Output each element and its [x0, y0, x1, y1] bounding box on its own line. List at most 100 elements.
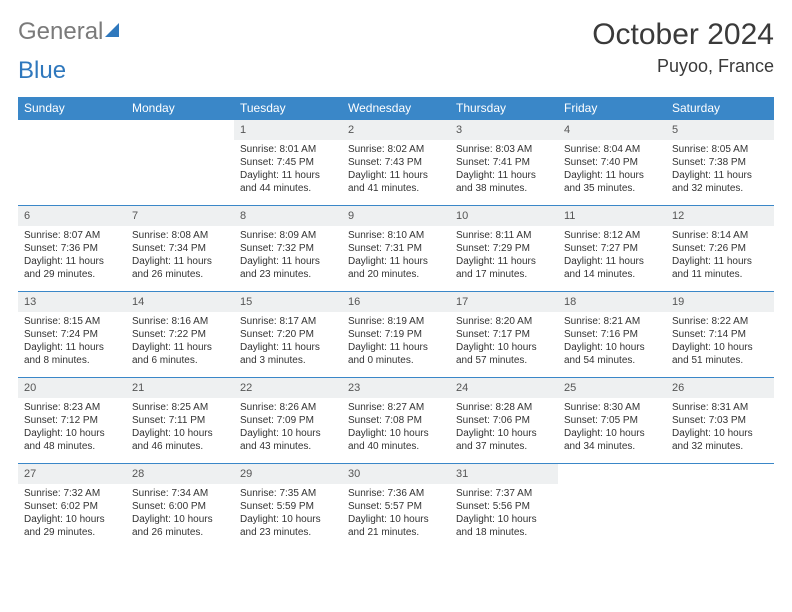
dow-monday: Monday [126, 97, 234, 120]
sunrise-text: Sunrise: 8:23 AM [24, 401, 120, 414]
calendar-cell: 4Sunrise: 8:04 AMSunset: 7:40 PMDaylight… [558, 120, 666, 206]
daylight-text: Daylight: 11 hours and 38 minutes. [456, 169, 552, 195]
daylight-text: Daylight: 10 hours and 40 minutes. [348, 427, 444, 453]
calendar-cell: 20Sunrise: 8:23 AMSunset: 7:12 PMDayligh… [18, 378, 126, 464]
day-text: Sunrise: 8:26 AMSunset: 7:09 PMDaylight:… [234, 398, 342, 457]
sunrise-text: Sunrise: 7:36 AM [348, 487, 444, 500]
calendar-cell: 22Sunrise: 8:26 AMSunset: 7:09 PMDayligh… [234, 378, 342, 464]
daylight-text: Daylight: 10 hours and 51 minutes. [672, 341, 768, 367]
calendar-cell: 15Sunrise: 8:17 AMSunset: 7:20 PMDayligh… [234, 292, 342, 378]
sunrise-text: Sunrise: 8:15 AM [24, 315, 120, 328]
daylight-text: Daylight: 10 hours and 46 minutes. [132, 427, 228, 453]
calendar-cell: 6Sunrise: 8:07 AMSunset: 7:36 PMDaylight… [18, 206, 126, 292]
sunrise-text: Sunrise: 8:28 AM [456, 401, 552, 414]
day-text: Sunrise: 8:05 AMSunset: 7:38 PMDaylight:… [666, 140, 774, 199]
brand-triangle-icon [105, 23, 119, 37]
brand-logo: General [18, 18, 119, 46]
daylight-text: Daylight: 11 hours and 6 minutes. [132, 341, 228, 367]
day-text: Sunrise: 8:15 AMSunset: 7:24 PMDaylight:… [18, 312, 126, 371]
sunset-text: Sunset: 7:43 PM [348, 156, 444, 169]
day-number: 23 [342, 378, 450, 398]
dow-thursday: Thursday [450, 97, 558, 120]
daylight-text: Daylight: 10 hours and 32 minutes. [672, 427, 768, 453]
sunset-text: Sunset: 7:32 PM [240, 242, 336, 255]
calendar-cell: 11Sunrise: 8:12 AMSunset: 7:27 PMDayligh… [558, 206, 666, 292]
sunrise-text: Sunrise: 8:09 AM [240, 229, 336, 242]
sunrise-text: Sunrise: 8:08 AM [132, 229, 228, 242]
calendar-cell [126, 120, 234, 206]
day-text: Sunrise: 7:35 AMSunset: 5:59 PMDaylight:… [234, 484, 342, 543]
calendar-cell: 30Sunrise: 7:36 AMSunset: 5:57 PMDayligh… [342, 464, 450, 550]
calendar-cell: 12Sunrise: 8:14 AMSunset: 7:26 PMDayligh… [666, 206, 774, 292]
day-text: Sunrise: 8:09 AMSunset: 7:32 PMDaylight:… [234, 226, 342, 285]
calendar-cell: 7Sunrise: 8:08 AMSunset: 7:34 PMDaylight… [126, 206, 234, 292]
sunrise-text: Sunrise: 8:12 AM [564, 229, 660, 242]
sunset-text: Sunset: 7:12 PM [24, 414, 120, 427]
daylight-text: Daylight: 10 hours and 57 minutes. [456, 341, 552, 367]
day-number: 14 [126, 292, 234, 312]
sunset-text: Sunset: 7:08 PM [348, 414, 444, 427]
day-text: Sunrise: 8:01 AMSunset: 7:45 PMDaylight:… [234, 140, 342, 199]
daylight-text: Daylight: 11 hours and 20 minutes. [348, 255, 444, 281]
calendar-cell: 3Sunrise: 8:03 AMSunset: 7:41 PMDaylight… [450, 120, 558, 206]
sunrise-text: Sunrise: 8:19 AM [348, 315, 444, 328]
day-text: Sunrise: 8:28 AMSunset: 7:06 PMDaylight:… [450, 398, 558, 457]
calendar-cell [558, 464, 666, 550]
sunset-text: Sunset: 7:14 PM [672, 328, 768, 341]
sunset-text: Sunset: 5:57 PM [348, 500, 444, 513]
day-text: Sunrise: 8:27 AMSunset: 7:08 PMDaylight:… [342, 398, 450, 457]
day-number: 13 [18, 292, 126, 312]
calendar-cell: 29Sunrise: 7:35 AMSunset: 5:59 PMDayligh… [234, 464, 342, 550]
day-number: 12 [666, 206, 774, 226]
calendar-table: Sunday Monday Tuesday Wednesday Thursday… [18, 97, 774, 550]
sunset-text: Sunset: 7:06 PM [456, 414, 552, 427]
day-number: 30 [342, 464, 450, 484]
sunrise-text: Sunrise: 7:32 AM [24, 487, 120, 500]
day-number: 27 [18, 464, 126, 484]
day-text: Sunrise: 8:10 AMSunset: 7:31 PMDaylight:… [342, 226, 450, 285]
day-number: 1 [234, 120, 342, 140]
sunrise-text: Sunrise: 8:03 AM [456, 143, 552, 156]
sunset-text: Sunset: 7:34 PM [132, 242, 228, 255]
sunset-text: Sunset: 7:45 PM [240, 156, 336, 169]
calendar-row: 13Sunrise: 8:15 AMSunset: 7:24 PMDayligh… [18, 292, 774, 378]
day-number: 3 [450, 120, 558, 140]
day-text: Sunrise: 8:12 AMSunset: 7:27 PMDaylight:… [558, 226, 666, 285]
daylight-text: Daylight: 11 hours and 0 minutes. [348, 341, 444, 367]
day-text: Sunrise: 8:25 AMSunset: 7:11 PMDaylight:… [126, 398, 234, 457]
calendar-cell: 2Sunrise: 8:02 AMSunset: 7:43 PMDaylight… [342, 120, 450, 206]
calendar-cell [666, 464, 774, 550]
sunset-text: Sunset: 7:24 PM [24, 328, 120, 341]
sunrise-text: Sunrise: 8:17 AM [240, 315, 336, 328]
sunrise-text: Sunrise: 8:11 AM [456, 229, 552, 242]
daylight-text: Daylight: 10 hours and 48 minutes. [24, 427, 120, 453]
daylight-text: Daylight: 11 hours and 41 minutes. [348, 169, 444, 195]
day-text: Sunrise: 8:21 AMSunset: 7:16 PMDaylight:… [558, 312, 666, 371]
sunrise-text: Sunrise: 8:05 AM [672, 143, 768, 156]
day-text: Sunrise: 8:07 AMSunset: 7:36 PMDaylight:… [18, 226, 126, 285]
brand-part1: General [18, 18, 103, 46]
day-text: Sunrise: 8:22 AMSunset: 7:14 PMDaylight:… [666, 312, 774, 371]
calendar-cell: 1Sunrise: 8:01 AMSunset: 7:45 PMDaylight… [234, 120, 342, 206]
sunset-text: Sunset: 7:22 PM [132, 328, 228, 341]
day-number: 6 [18, 206, 126, 226]
daylight-text: Daylight: 10 hours and 26 minutes. [132, 513, 228, 539]
sunrise-text: Sunrise: 8:01 AM [240, 143, 336, 156]
calendar-cell: 31Sunrise: 7:37 AMSunset: 5:56 PMDayligh… [450, 464, 558, 550]
daylight-text: Daylight: 11 hours and 44 minutes. [240, 169, 336, 195]
day-number: 15 [234, 292, 342, 312]
sunset-text: Sunset: 7:09 PM [240, 414, 336, 427]
day-number: 26 [666, 378, 774, 398]
daylight-text: Daylight: 11 hours and 23 minutes. [240, 255, 336, 281]
sunset-text: Sunset: 7:31 PM [348, 242, 444, 255]
brand-part2-wrap: Blue [18, 57, 774, 85]
calendar-cell: 9Sunrise: 8:10 AMSunset: 7:31 PMDaylight… [342, 206, 450, 292]
day-number: 11 [558, 206, 666, 226]
calendar-cell: 24Sunrise: 8:28 AMSunset: 7:06 PMDayligh… [450, 378, 558, 464]
calendar-cell: 10Sunrise: 8:11 AMSunset: 7:29 PMDayligh… [450, 206, 558, 292]
calendar-body: 1Sunrise: 8:01 AMSunset: 7:45 PMDaylight… [18, 120, 774, 550]
day-number: 7 [126, 206, 234, 226]
sunrise-text: Sunrise: 8:22 AM [672, 315, 768, 328]
calendar-cell: 26Sunrise: 8:31 AMSunset: 7:03 PMDayligh… [666, 378, 774, 464]
day-text: Sunrise: 8:20 AMSunset: 7:17 PMDaylight:… [450, 312, 558, 371]
